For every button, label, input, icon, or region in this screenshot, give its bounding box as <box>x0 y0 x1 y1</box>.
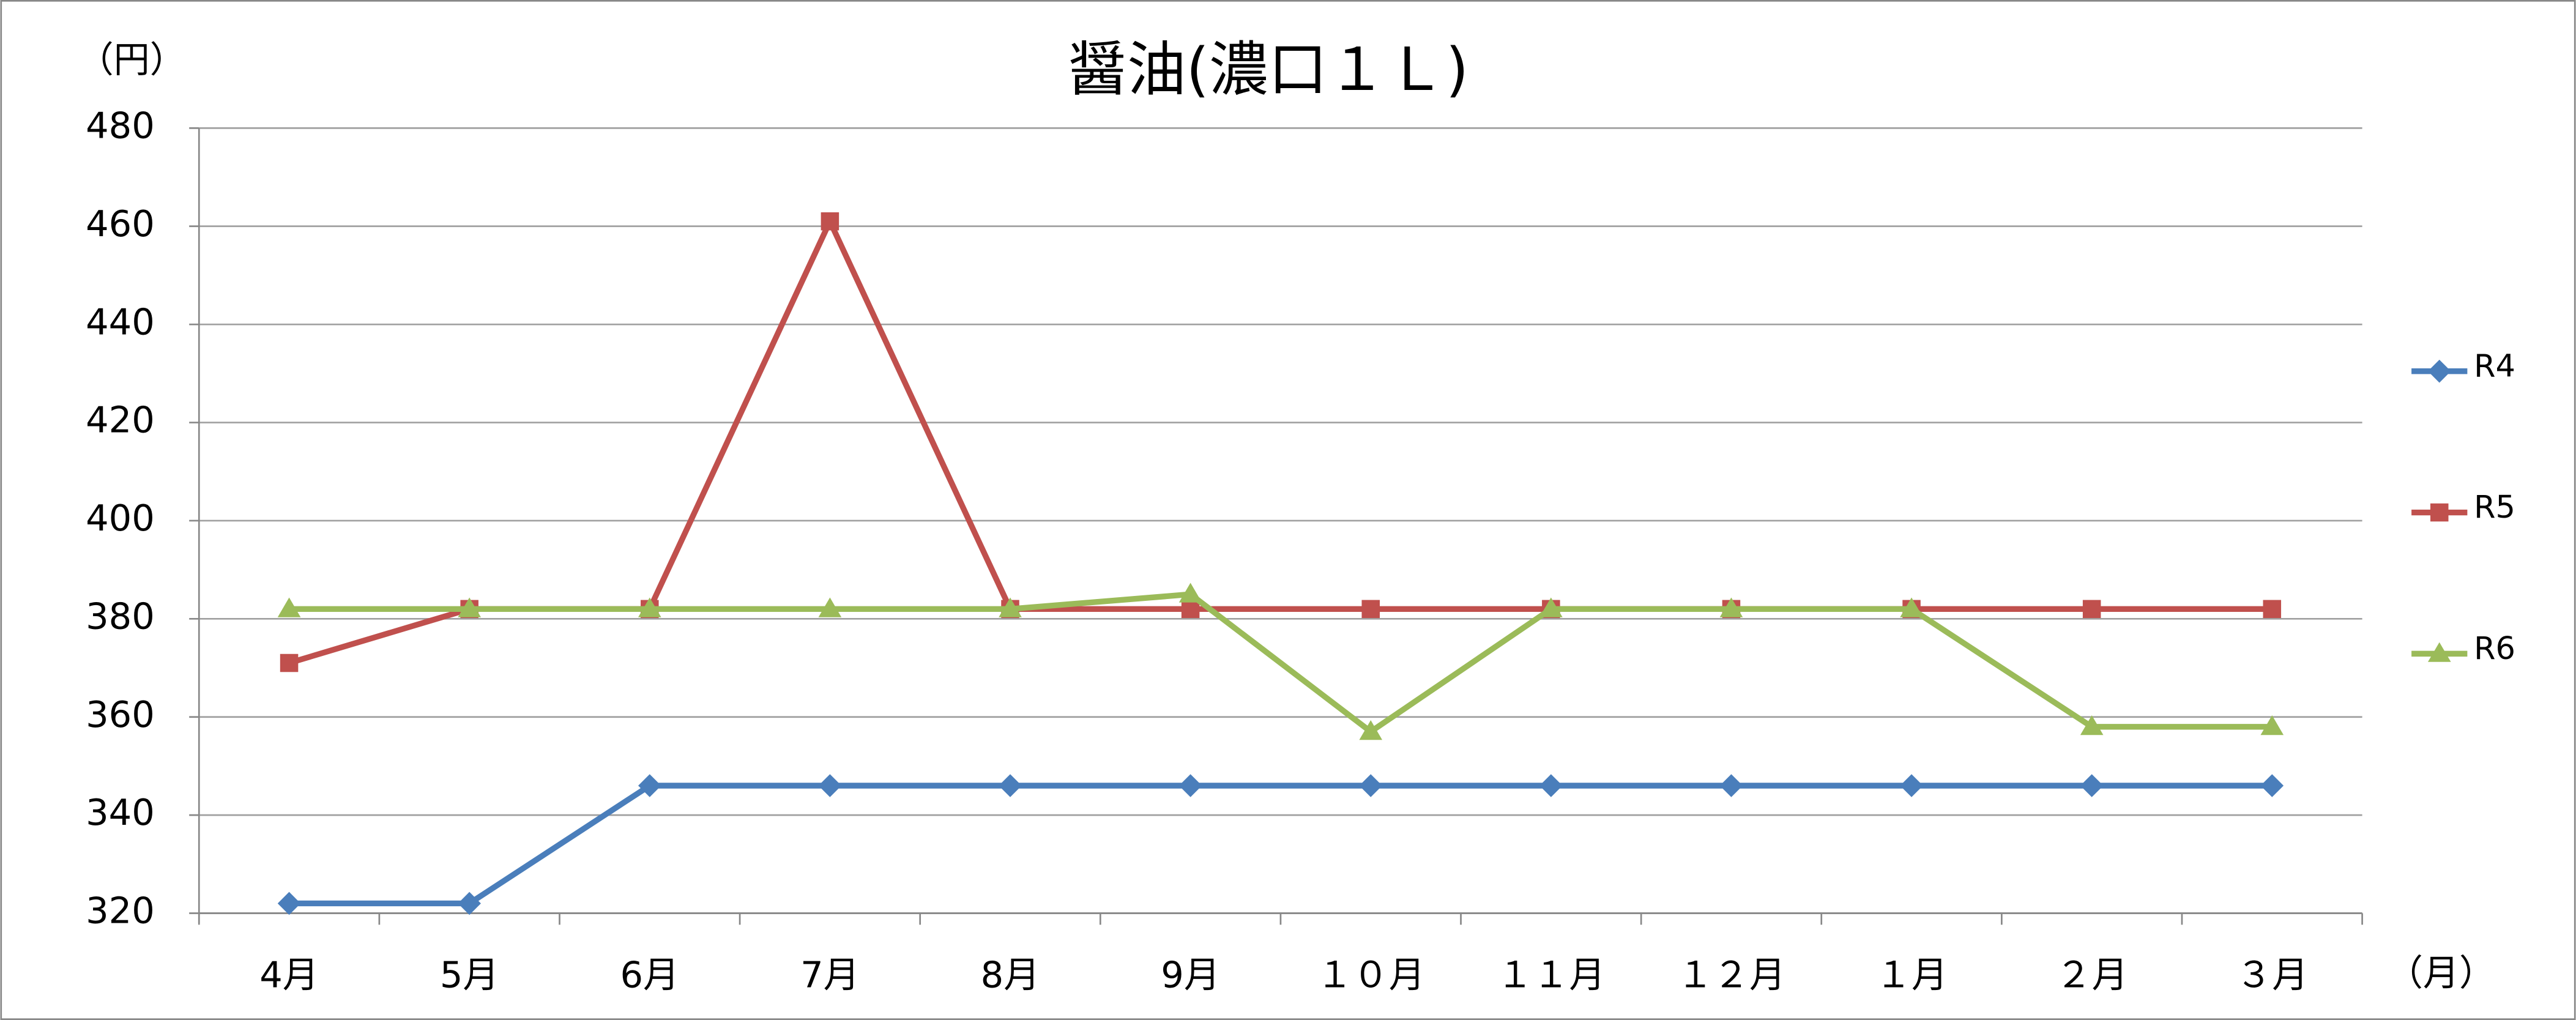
x-tick-label: 5月 <box>440 953 499 996</box>
data-point <box>458 892 481 915</box>
y-tick-label: 360 <box>86 693 155 735</box>
series-line <box>289 783 2273 907</box>
x-axis-label: （月） <box>2387 952 2495 994</box>
x-tick-label: 7月 <box>800 953 860 996</box>
data-point <box>2260 774 2284 797</box>
x-tick-label: ３月 <box>2236 953 2308 996</box>
data-point <box>2082 600 2101 619</box>
data-point <box>1181 600 1200 619</box>
x-tick-label: 9月 <box>1161 953 1220 996</box>
chart-title: 醤油(濃口１Ｌ) <box>1068 35 1469 104</box>
x-tick-label: １２月 <box>1677 953 1785 996</box>
data-point <box>2080 715 2104 735</box>
data-point <box>1539 597 1563 617</box>
data-point <box>277 597 301 617</box>
y-tick-label: 480 <box>86 104 155 146</box>
data-point <box>999 597 1022 617</box>
data-point <box>818 774 842 797</box>
y-tick-label: 420 <box>86 399 155 441</box>
x-tick-label: ２月 <box>2056 953 2128 996</box>
data-point <box>1900 774 1923 797</box>
data-point <box>2080 774 2104 797</box>
y-tick-label: 460 <box>86 203 155 245</box>
x-tick-label: 4月 <box>259 953 319 996</box>
legend-label: R4 <box>2474 348 2515 384</box>
data-point <box>1361 600 1380 619</box>
legend-label: R5 <box>2474 490 2515 526</box>
data-point <box>1178 774 1202 797</box>
data-point <box>1359 720 1383 740</box>
data-point <box>2263 600 2282 619</box>
data-point <box>1719 597 1743 617</box>
legend-marker <box>2430 503 2449 522</box>
data-point <box>1900 597 1923 617</box>
x-tick-label: １０月 <box>1317 953 1425 996</box>
data-point <box>458 597 481 617</box>
y-tick-label: 320 <box>86 890 155 932</box>
y-tick-label: 440 <box>86 300 155 343</box>
x-tick-label: 6月 <box>620 953 679 996</box>
data-point <box>821 212 839 231</box>
y-tick-label: 400 <box>86 497 155 539</box>
data-point <box>818 597 842 617</box>
y-tick-label: 380 <box>86 595 155 637</box>
x-tick-label: 8月 <box>981 953 1040 996</box>
data-point <box>277 892 301 915</box>
data-point <box>638 597 661 617</box>
legend-marker <box>2427 642 2451 662</box>
x-tick-label: １１月 <box>1497 953 1605 996</box>
series-line <box>289 591 2273 735</box>
y-axis-label: （円） <box>78 39 186 81</box>
data-point <box>280 653 299 672</box>
legend-label: R6 <box>2474 631 2515 667</box>
data-point <box>2260 715 2284 735</box>
data-point <box>1178 583 1202 603</box>
y-tick-label: 340 <box>86 791 155 833</box>
data-point <box>638 774 661 797</box>
data-point <box>1719 774 1743 797</box>
x-tick-label: １月 <box>1875 953 1948 996</box>
